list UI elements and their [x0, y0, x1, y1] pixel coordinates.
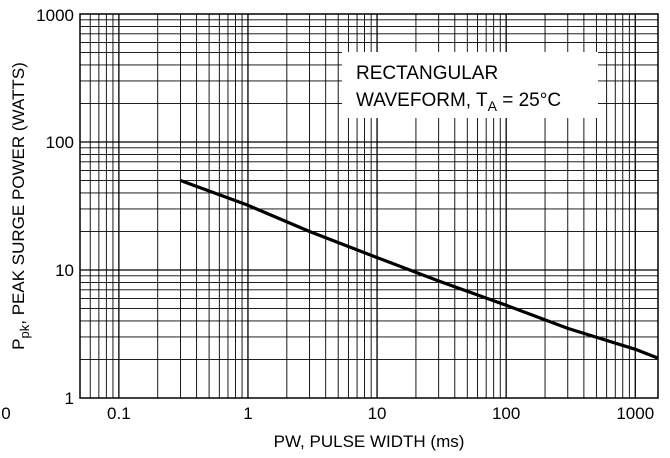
annotation-line-2-rest: = 25°C [497, 90, 561, 111]
x-tick-label: 100 [492, 404, 520, 423]
x-tick-label: 10 [368, 404, 387, 423]
annotation-line-2-sub: A [488, 98, 498, 114]
y-tick-label: 10 [55, 261, 74, 280]
y-axis-title-sub: pk [17, 324, 32, 338]
x-tick-label: 1000 [616, 404, 654, 423]
series-layer [179, 178, 659, 360]
y-axis-title-rest: , PEAK SURGE POWER (WATTS) [9, 62, 28, 325]
x-axis-title: PW, PULSE WIDTH (ms) [274, 432, 465, 451]
annotation-line-2: WAVEFORM, TA = 25°C [356, 90, 561, 114]
y-tick-labels: 1 10 100 1000 [36, 6, 74, 408]
x-tick-labels: 0 0.1 1 10 100 1000 [1, 404, 654, 423]
series-line [179, 178, 659, 360]
y-tick-label: 1000 [36, 6, 74, 25]
y-axis-title-main: P [9, 338, 28, 349]
annotation-line-1: RECTANGULAR [356, 63, 498, 84]
annotation-box [342, 52, 598, 118]
y-tick-label: 1 [65, 389, 74, 408]
grid-layer [80, 14, 658, 398]
x-tick-label: 1 [243, 404, 252, 423]
annotation-line-2-main: WAVEFORM, T [356, 90, 488, 111]
x-tick-label: 0 [1, 404, 10, 423]
y-axis-title: Ppk, PEAK SURGE POWER (WATTS) [9, 62, 32, 350]
y-tick-label: 100 [46, 133, 74, 152]
x-tick-label: 0.1 [107, 404, 131, 423]
plot-frame [79, 13, 659, 399]
